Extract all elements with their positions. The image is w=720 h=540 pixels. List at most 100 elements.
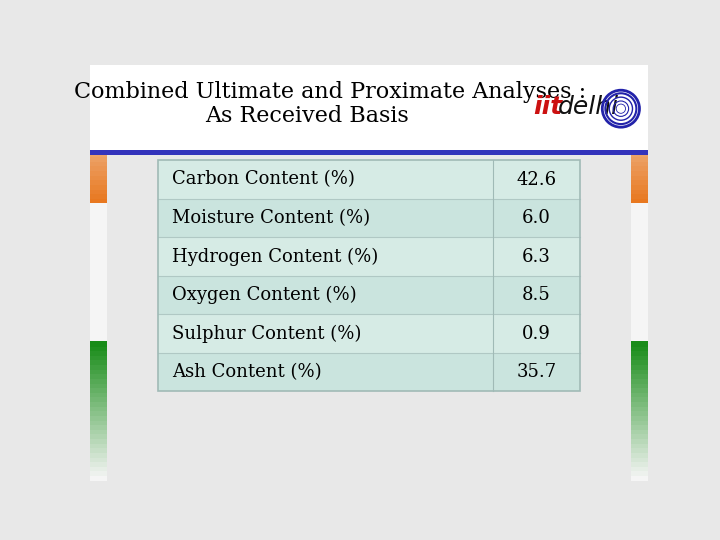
Bar — [90, 193, 107, 199]
Bar — [90, 64, 107, 70]
Bar — [158, 160, 580, 392]
Bar — [90, 152, 107, 157]
Bar — [631, 64, 648, 70]
Text: Sulphur Content (%): Sulphur Content (%) — [172, 325, 361, 343]
Text: iit: iit — [534, 95, 562, 119]
Bar — [631, 78, 648, 83]
Text: 6.0: 6.0 — [522, 209, 551, 227]
Bar — [90, 157, 107, 162]
Bar — [90, 392, 107, 397]
Bar — [90, 138, 107, 143]
Bar — [631, 92, 648, 97]
Bar — [631, 350, 648, 356]
Bar — [631, 434, 648, 439]
Bar — [90, 383, 107, 388]
Bar — [631, 143, 648, 148]
Bar — [90, 457, 107, 462]
Bar — [90, 401, 107, 407]
Bar — [631, 360, 648, 365]
Bar — [90, 175, 107, 180]
Text: 6.3: 6.3 — [522, 247, 551, 266]
Bar — [631, 461, 648, 467]
Bar — [90, 406, 107, 411]
Text: 35.7: 35.7 — [516, 363, 557, 381]
Bar — [90, 429, 107, 434]
Bar — [631, 466, 648, 471]
Bar — [90, 69, 107, 74]
Bar — [90, 115, 107, 120]
Bar — [158, 314, 580, 353]
Bar — [631, 397, 648, 402]
Bar — [90, 106, 107, 111]
Bar — [90, 410, 107, 416]
Bar — [90, 378, 107, 383]
Bar — [90, 350, 107, 356]
Bar — [631, 198, 648, 204]
Bar — [631, 429, 648, 434]
Text: Oxygen Content (%): Oxygen Content (%) — [172, 286, 357, 304]
Bar — [90, 443, 107, 448]
Bar — [631, 101, 648, 106]
Bar — [90, 147, 107, 153]
Text: Hydrogen Content (%): Hydrogen Content (%) — [172, 247, 379, 266]
Bar — [631, 452, 648, 457]
Bar — [631, 420, 648, 425]
Bar — [631, 170, 648, 176]
Bar — [90, 133, 107, 139]
Bar — [631, 87, 648, 92]
Bar — [631, 175, 648, 180]
Text: Moisture Content (%): Moisture Content (%) — [172, 209, 370, 227]
Text: Combined Ultimate and Proximate Analyses :: Combined Ultimate and Proximate Analyses… — [74, 81, 586, 103]
Bar — [90, 461, 107, 467]
Bar — [631, 115, 648, 120]
Bar — [631, 392, 648, 397]
Bar — [90, 179, 107, 185]
Bar — [90, 415, 107, 421]
Bar — [158, 276, 580, 314]
Bar — [90, 341, 107, 347]
Bar — [158, 237, 580, 276]
Bar — [90, 369, 107, 374]
Bar — [631, 166, 648, 171]
Bar — [631, 204, 648, 342]
Bar — [90, 110, 107, 116]
Bar — [90, 92, 107, 97]
Bar — [631, 138, 648, 143]
Bar — [631, 73, 648, 79]
Bar — [631, 189, 648, 194]
Bar — [631, 410, 648, 416]
Bar — [158, 160, 580, 199]
Bar — [631, 152, 648, 157]
Bar — [90, 198, 107, 204]
Bar — [631, 448, 648, 453]
Bar — [90, 150, 648, 155]
Bar — [631, 406, 648, 411]
Bar — [631, 341, 648, 347]
Bar — [158, 199, 580, 237]
Bar — [631, 374, 648, 379]
Bar — [631, 96, 648, 102]
Bar — [90, 129, 107, 134]
Bar — [631, 184, 648, 190]
Bar — [631, 364, 648, 370]
Bar — [90, 397, 107, 402]
Bar — [90, 87, 107, 92]
Bar — [631, 124, 648, 130]
Bar — [631, 69, 648, 74]
Bar — [631, 383, 648, 388]
Bar — [631, 133, 648, 139]
Bar — [631, 378, 648, 383]
Bar — [90, 73, 107, 79]
Bar — [631, 443, 648, 448]
Bar — [631, 157, 648, 162]
Bar — [90, 119, 107, 125]
Bar — [90, 96, 107, 102]
Bar — [631, 457, 648, 462]
Bar — [90, 448, 107, 453]
Bar — [631, 193, 648, 199]
Bar — [90, 355, 107, 361]
Bar — [631, 475, 648, 481]
Bar — [90, 346, 107, 351]
Bar — [631, 106, 648, 111]
Bar — [631, 129, 648, 134]
